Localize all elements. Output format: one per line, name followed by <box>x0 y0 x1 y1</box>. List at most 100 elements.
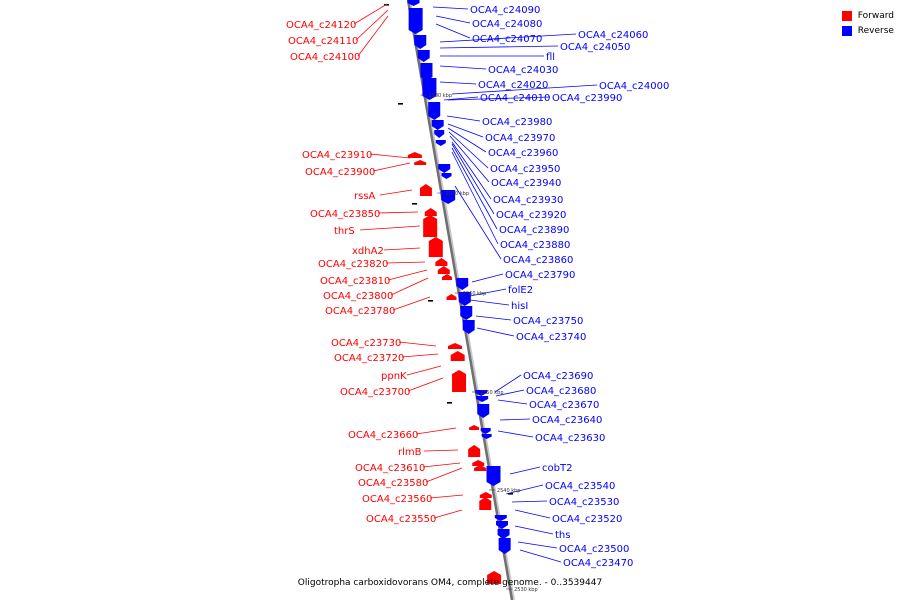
reverse-gene-label-5: fll <box>546 52 555 63</box>
reverse-gene-label-10: OCA4_c23990 <box>552 93 622 104</box>
forward-leader-2 <box>357 15 389 57</box>
reverse-gene-16 <box>462 320 475 334</box>
reverse-leader-4 <box>439 45 559 49</box>
forward-leader-4 <box>372 162 411 172</box>
reverse-gene-12 <box>441 190 456 204</box>
legend-reverse: Reverse <box>841 23 894 38</box>
reverse-gene-label-15: OCA4_c23940 <box>491 178 561 189</box>
forward-gene-label-1: OCA4_c24110 <box>288 36 358 47</box>
reverse-gene-label-1: OCA4_c24080 <box>472 19 542 30</box>
tick-label-1: 2570 kbp <box>445 191 469 197</box>
marker-dash-2 <box>412 203 417 205</box>
reverse-leader-22 <box>469 288 507 297</box>
reverse-gene-14 <box>458 292 471 306</box>
forward-leader-15 <box>406 365 442 376</box>
reverse-gene-label-32: OCA4_c23540 <box>545 481 615 492</box>
forward-gene-1 <box>414 160 427 165</box>
forward-leader-7 <box>359 225 421 231</box>
reverse-gene-label-3: OCA4_c24060 <box>578 30 648 41</box>
reverse-leader-6 <box>439 65 487 70</box>
reverse-gene-label-14: OCA4_c23950 <box>490 164 560 175</box>
genome-caption: Oligotropha carboxidovorans OM4, complet… <box>297 578 603 588</box>
forward-gene-label-11: OCA4_c23800 <box>323 291 393 302</box>
reverse-leader-20 <box>454 185 502 260</box>
scale-ticks: 2580 kbp 2570 kbp 2560 kbp 2550 kbp 2540 kbp… <box>420 93 538 593</box>
reverse-leader-21 <box>471 273 504 283</box>
reverse-leader-3 <box>439 33 577 43</box>
forward-gene-18 <box>479 497 492 510</box>
reverse-leader-25 <box>476 327 515 337</box>
reverse-leader-8 <box>451 84 598 95</box>
reverse-leader-11 <box>446 115 481 122</box>
reverse-gene-4 <box>420 63 433 81</box>
reverse-leader-23 <box>469 299 510 306</box>
forward-leader-17 <box>415 427 457 435</box>
forward-gene-label-2: OCA4_c24100 <box>290 52 360 63</box>
forward-gene-label-8: xdhA2 <box>352 246 384 257</box>
forward-gene-4 <box>423 215 438 237</box>
legend: Forward Reverse <box>841 8 894 38</box>
forward-gene-8 <box>442 274 453 280</box>
reverse-gene-8 <box>434 130 445 138</box>
reverse-leader-12 <box>447 123 484 138</box>
forward-gene-label-13: OCA4_c23730 <box>331 338 401 349</box>
forward-leader-10 <box>387 269 428 281</box>
reverse-gene-label-30: OCA4_c23630 <box>535 433 605 444</box>
forward-leader-0 <box>353 3 388 25</box>
reverse-gene-26 <box>498 538 511 554</box>
marker-dash-1 <box>398 103 403 105</box>
reverse-leader-29 <box>499 418 531 421</box>
forward-gene-label-10: OCA4_c23810 <box>320 276 390 287</box>
marker-dash-4 <box>447 402 452 404</box>
reverse-gene-label-13: OCA4_c23960 <box>488 148 558 159</box>
forward-gene-9 <box>446 294 457 300</box>
reverse-leader-36 <box>517 541 558 549</box>
forward-leader-5 <box>379 189 413 196</box>
forward-leader-14 <box>401 353 439 358</box>
reverse-gene-label-6: OCA4_c24030 <box>488 65 558 76</box>
reverse-gene-label-26: OCA4_c23690 <box>523 371 593 382</box>
reverse-gene-17 <box>475 390 488 396</box>
forward-gene-label-20: OCA4_c23580 <box>358 478 428 489</box>
forward-gene-17 <box>479 492 492 498</box>
reverse-gene-label-2: OCA4_c24070 <box>472 34 542 45</box>
forward-gene-label-7: thrS <box>334 226 355 237</box>
reverse-leader-7 <box>439 81 477 85</box>
reverse-gene-label-25: OCA4_c23740 <box>516 332 586 343</box>
marker-dash-3 <box>428 300 433 302</box>
forward-swatch <box>841 10 852 21</box>
reverse-gene-11 <box>441 173 452 179</box>
forward-leader-18 <box>423 449 459 452</box>
reverse-gene-label-29: OCA4_c23640 <box>532 415 602 426</box>
reverse-gene-label-12: OCA4_c23970 <box>485 133 555 144</box>
forward-gene-label-12: OCA4_c23780 <box>325 306 395 317</box>
tick-label-3: 2550 kbp <box>480 390 504 396</box>
reverse-leader-13 <box>447 127 487 153</box>
reverse-gene-20 <box>480 428 491 434</box>
reverse-gene-label-37: OCA4_c23470 <box>563 558 633 569</box>
forward-leader-22 <box>433 509 463 519</box>
reverse-gene-label-0: OCA4_c24090 <box>470 5 540 16</box>
reverse-leader-27 <box>495 389 525 397</box>
reverse-leader-26 <box>494 374 522 393</box>
forward-leader-12 <box>392 296 431 311</box>
reverse-gene-label-23: hisI <box>511 301 528 312</box>
reverse-gene-label-4: OCA4_c24050 <box>560 42 630 53</box>
forward-gene-2 <box>419 184 432 196</box>
forward-gene-label-3: OCA4_c23910 <box>302 150 372 161</box>
reverse-leader-34 <box>514 509 551 519</box>
forward-gene-label-14: OCA4_c23720 <box>334 353 404 364</box>
forward-leader-16 <box>407 377 444 392</box>
forward-gene-label-21: OCA4_c23560 <box>362 494 432 505</box>
reverse-gene-13 <box>456 278 469 290</box>
tick-label-2: 2560 kbp <box>463 291 487 297</box>
reverse-gene-21 <box>481 434 492 439</box>
forward-leader-11 <box>390 277 429 296</box>
gene-track <box>384 0 513 584</box>
forward-leader-13 <box>398 341 437 347</box>
reverse-gene-9 <box>435 140 446 146</box>
forward-leader-20 <box>425 467 463 483</box>
legend-forward: Forward <box>841 8 894 23</box>
reverse-leader-28 <box>497 399 528 405</box>
